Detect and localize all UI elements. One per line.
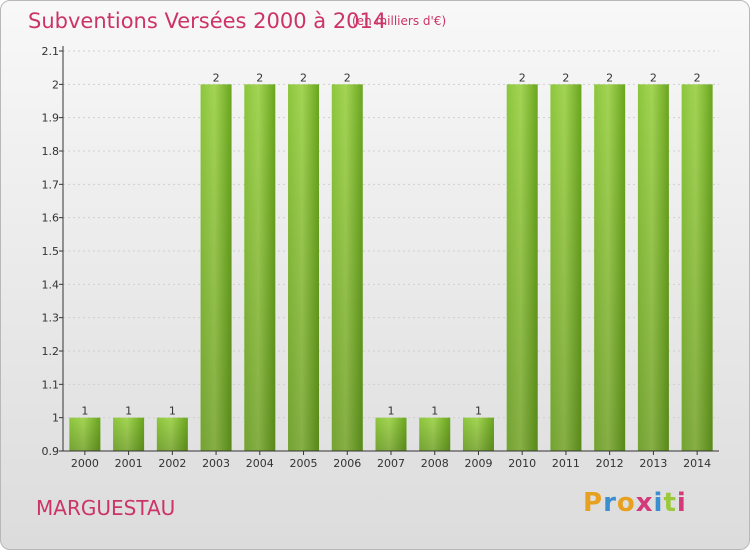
y-tick-label: 1.3 bbox=[42, 312, 60, 325]
y-tick-label: 1.1 bbox=[42, 378, 60, 391]
data-label: 2 bbox=[256, 71, 263, 84]
logo-letter: x bbox=[635, 488, 654, 518]
y-tick-label: 1.9 bbox=[42, 112, 60, 125]
data-label: 2 bbox=[300, 71, 307, 84]
y-tick-label: 1.7 bbox=[42, 178, 60, 191]
proxiti-logo: Proxiti bbox=[583, 488, 687, 518]
axes bbox=[59, 46, 719, 455]
bar-shade bbox=[113, 417, 145, 451]
data-label: 2 bbox=[344, 71, 351, 84]
data-label: 1 bbox=[431, 405, 438, 418]
logo-letter: i bbox=[676, 488, 687, 518]
x-tick-label: 2004 bbox=[246, 457, 274, 470]
x-tick-label: 2007 bbox=[377, 457, 405, 470]
bar-shade bbox=[506, 84, 538, 451]
x-tick-label: 2011 bbox=[552, 457, 580, 470]
data-label: 1 bbox=[388, 405, 395, 418]
y-tick-label: 2.1 bbox=[42, 45, 60, 58]
x-tick-label: 2003 bbox=[202, 457, 230, 470]
y-tick-label: 0.9 bbox=[42, 445, 60, 458]
data-label: 2 bbox=[694, 71, 701, 84]
data-label: 2 bbox=[650, 71, 657, 84]
chart-unit-note: (en milliers d'€) bbox=[352, 14, 447, 28]
data-label: 1 bbox=[81, 405, 88, 418]
commune-name: MARGUESTAU bbox=[36, 496, 176, 520]
bar-shade bbox=[462, 417, 494, 451]
x-tick-label: 2001 bbox=[115, 457, 143, 470]
logo-letter: r bbox=[603, 488, 617, 518]
x-tick-label: 2006 bbox=[333, 457, 361, 470]
bar-shade bbox=[681, 84, 713, 451]
data-label: 1 bbox=[169, 405, 176, 418]
bar-shade bbox=[244, 84, 276, 451]
y-tick-label: 1.4 bbox=[42, 278, 60, 291]
labels: 2.1 2 1.9 1.8 1.7 1.6 1.5 1.4 1.3 1.2 1.1 1 0.9 1 2000… bbox=[42, 45, 712, 470]
data-label: 2 bbox=[562, 71, 569, 84]
y-tick-label: 1.6 bbox=[42, 212, 60, 225]
logo-letter: i bbox=[653, 488, 664, 518]
data-label: 2 bbox=[606, 71, 613, 84]
logo-letter: P bbox=[583, 488, 604, 518]
x-tick-label: 2010 bbox=[508, 457, 536, 470]
data-label: 1 bbox=[125, 405, 132, 418]
bar-shade bbox=[594, 84, 626, 451]
bar-shade bbox=[637, 84, 669, 451]
data-label: 2 bbox=[213, 71, 220, 84]
y-tick-label: 2 bbox=[52, 78, 59, 91]
bar-shade bbox=[288, 84, 320, 451]
x-tick-label: 2012 bbox=[596, 457, 624, 470]
y-tick-label: 1.8 bbox=[42, 145, 60, 158]
bar-shade bbox=[200, 84, 232, 451]
logo-letter: t bbox=[663, 488, 677, 518]
bar-shade bbox=[375, 417, 407, 451]
x-tick-label: 2008 bbox=[421, 457, 449, 470]
bar-shade bbox=[331, 84, 363, 451]
y-tick-label: 1.5 bbox=[42, 245, 60, 258]
bar-shade bbox=[550, 84, 582, 451]
x-tick-label: 2005 bbox=[290, 457, 318, 470]
data-label: 1 bbox=[475, 405, 482, 418]
bar-shade bbox=[156, 417, 188, 451]
x-tick-label: 2013 bbox=[639, 457, 667, 470]
x-tick-label: 2000 bbox=[71, 457, 99, 470]
data-label: 2 bbox=[519, 71, 526, 84]
y-tick-label: 1.2 bbox=[42, 345, 60, 358]
bar-shade bbox=[419, 417, 451, 451]
y-tick-label: 1 bbox=[52, 412, 59, 425]
chart-title: Subventions Versées 2000 à 2014 bbox=[28, 9, 387, 33]
bars bbox=[69, 84, 713, 451]
x-tick-label: 2014 bbox=[683, 457, 711, 470]
bar-shade bbox=[69, 417, 101, 451]
x-tick-label: 2009 bbox=[464, 457, 492, 470]
x-tick-label: 2002 bbox=[158, 457, 186, 470]
logo-letter: o bbox=[616, 488, 636, 518]
